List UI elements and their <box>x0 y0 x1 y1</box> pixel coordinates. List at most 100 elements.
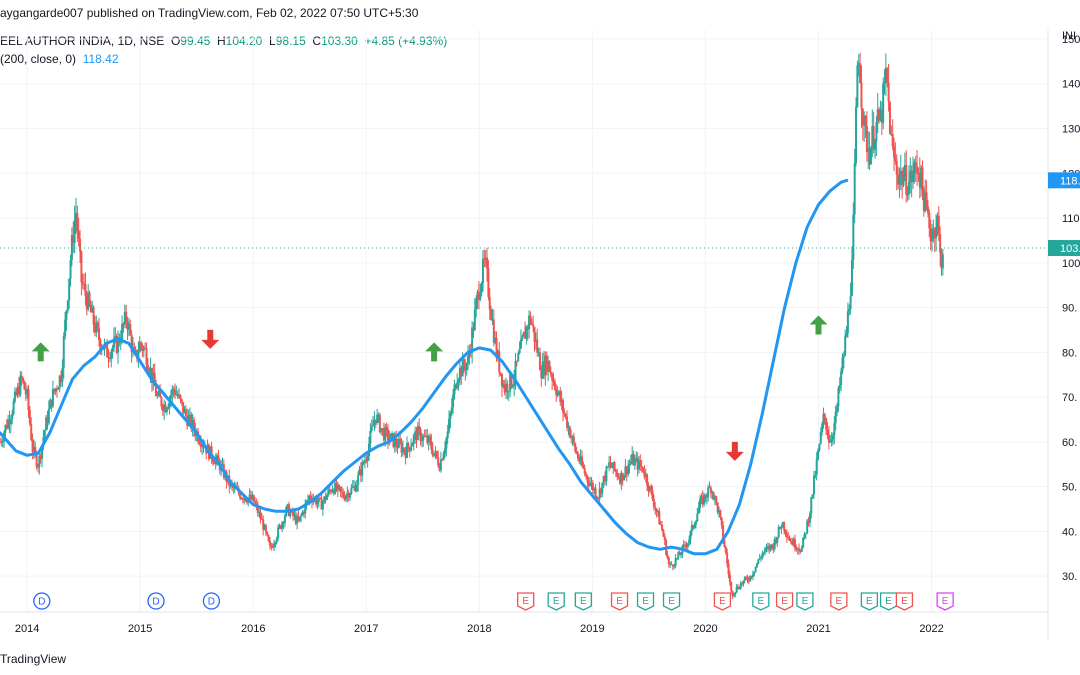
candle-body <box>65 310 68 320</box>
candle-body <box>719 510 722 518</box>
candle-body <box>296 516 299 524</box>
candle-body <box>467 355 470 364</box>
candle-body <box>541 361 544 379</box>
candle-body <box>869 147 872 165</box>
candle-body <box>256 504 259 513</box>
candle-body <box>306 499 309 501</box>
candle-body <box>598 488 601 499</box>
candle-body <box>490 309 493 320</box>
candle-body <box>739 583 742 589</box>
open-label: O <box>170 34 181 48</box>
candle-body <box>488 296 491 310</box>
candle-body <box>332 489 335 494</box>
y-tick-label: 30. <box>1062 571 1077 583</box>
candle-body <box>807 520 810 523</box>
candle-body <box>522 332 525 337</box>
candle-body <box>89 304 92 313</box>
candle-body <box>640 465 643 468</box>
earnings-shape <box>936 592 954 611</box>
candle-body <box>336 484 339 491</box>
candle-body <box>405 443 408 458</box>
dividend-circle <box>147 592 165 610</box>
candle-body <box>722 525 725 540</box>
candle-body <box>628 463 631 467</box>
candle-body <box>861 108 864 126</box>
candle-body <box>544 355 547 376</box>
candle-body <box>525 326 528 339</box>
candle-body <box>7 419 10 429</box>
candle-body <box>382 428 385 441</box>
candle-body <box>244 498 247 501</box>
candle-body <box>693 524 696 528</box>
candle-body <box>751 574 754 578</box>
candle-body <box>315 498 318 505</box>
earnings-shape <box>879 592 898 611</box>
candle-body <box>853 163 856 215</box>
candle-body <box>346 492 349 496</box>
candle-body <box>129 324 132 335</box>
candle-body <box>149 367 152 374</box>
candle-body <box>888 101 891 135</box>
candle-body <box>789 540 792 542</box>
candle-body <box>662 529 665 537</box>
earnings-marker: E <box>860 592 879 611</box>
candle-body <box>754 566 757 572</box>
candle-body <box>515 360 518 362</box>
candle-body <box>731 591 734 596</box>
candle-body <box>764 548 767 553</box>
candle-body <box>787 537 790 539</box>
candle-body <box>935 227 938 239</box>
candle-body <box>401 447 404 453</box>
earnings-shape <box>796 592 814 611</box>
candle-body <box>255 502 258 505</box>
candle-body <box>347 492 350 498</box>
candle-body <box>85 295 88 310</box>
candle-body <box>872 126 875 150</box>
candle-body <box>159 391 162 398</box>
candle-body <box>496 351 499 359</box>
candle-body <box>445 438 448 449</box>
candle-body <box>334 483 337 494</box>
candle-body <box>294 514 297 524</box>
candle-body <box>559 391 562 403</box>
down-arrow-icon <box>725 441 744 461</box>
candle-body <box>503 383 506 393</box>
candle-body <box>590 482 593 484</box>
candle-body <box>92 307 95 325</box>
candle-body <box>112 338 115 348</box>
ma-params: (200, close, 0) <box>0 52 77 66</box>
candle-body <box>434 451 437 454</box>
candle-body <box>274 542 277 545</box>
candle-body <box>624 466 627 476</box>
candle-body <box>635 458 638 460</box>
candle-body <box>753 571 756 575</box>
candle-body <box>709 487 712 494</box>
candle-body <box>281 522 284 529</box>
candle-body <box>361 462 364 476</box>
candle-body <box>266 531 269 536</box>
candle-body <box>894 157 897 162</box>
candle-body <box>55 388 58 390</box>
candle-body <box>855 106 858 164</box>
candle-body <box>384 427 387 441</box>
earnings-shape <box>662 592 681 611</box>
candle-body <box>446 431 449 439</box>
candle-body <box>292 509 295 516</box>
candle-body <box>614 469 617 473</box>
candle-body <box>644 474 647 477</box>
candle-body <box>819 432 822 444</box>
candle-body <box>171 388 174 396</box>
candle-body <box>617 476 620 478</box>
symbol-button[interactable]: INI <box>1062 30 1077 42</box>
candle-body <box>829 441 832 443</box>
candle-body <box>373 419 376 425</box>
candle-body <box>774 539 777 543</box>
candle-body <box>422 435 425 441</box>
candle-body <box>39 455 42 459</box>
candle-body <box>878 109 881 121</box>
last-price-box-label: 103. <box>1060 243 1080 255</box>
candle-body <box>562 399 565 412</box>
candle-body <box>537 352 540 354</box>
